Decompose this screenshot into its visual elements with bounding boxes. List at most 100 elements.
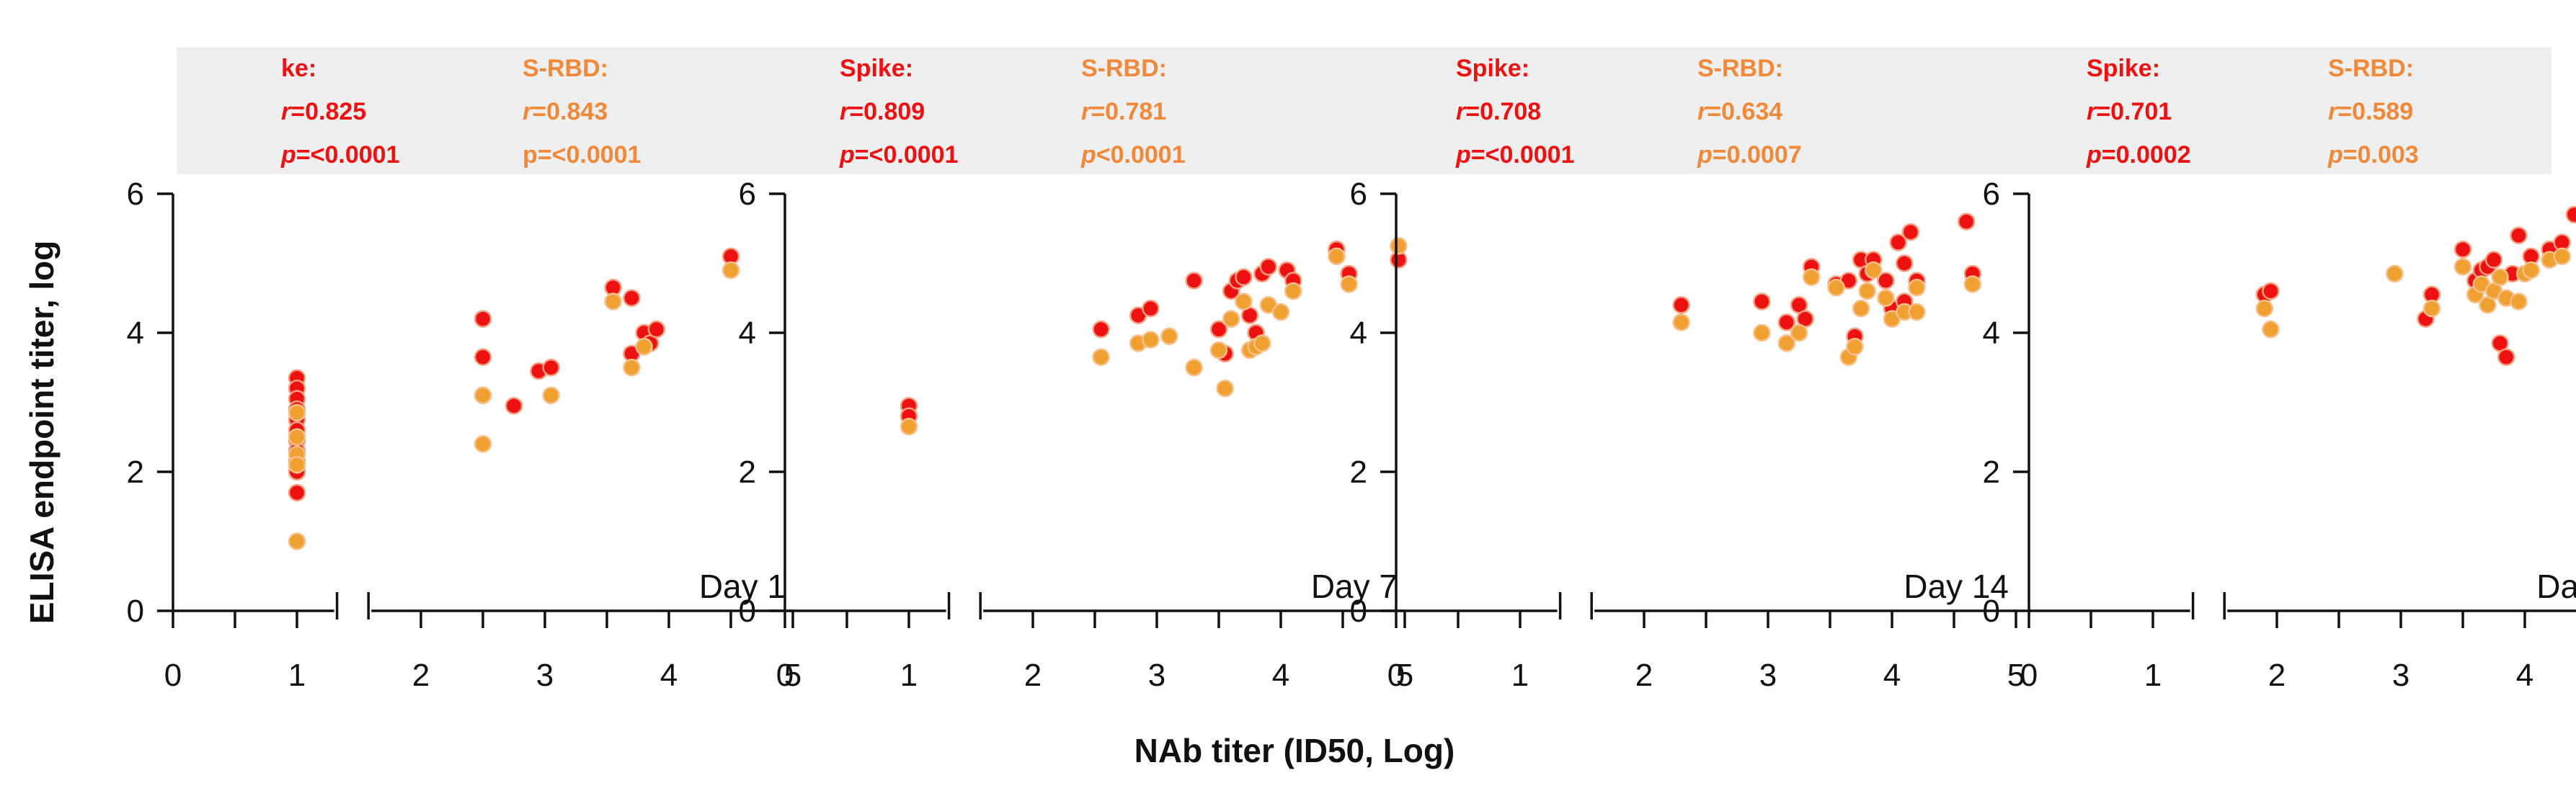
spike-point [2510,226,2528,245]
spike-point [1235,268,1253,287]
rbd-point [2522,261,2540,279]
rbd-point [1827,279,1845,297]
rbd-point [288,456,306,474]
panel-4: Spike: r=0.701 p=0.0002 S-RBD: r=0.589 p=0.00… [1983,55,2576,693]
rbd-point [1908,279,1926,297]
stat-rbd-p: p<0.0001 [1080,141,1186,169]
spike-point [1209,320,1228,339]
rbd-point [1672,313,1690,331]
rbd-point [1209,341,1228,359]
stat-spike-p: p=<0.0001 [280,141,399,169]
rbd-point [623,359,641,377]
spike-point [542,359,560,377]
rbd-point [288,403,306,422]
stat-rbd-r: r=0.781 [1081,98,1166,125]
panel-1: ke: r=0.825 p=<0.0001 S-RBD: r=0.843 p=<0.000… [127,55,802,693]
rbd-point [1390,237,1408,255]
rbd-point [288,428,306,446]
rbd-point [1216,379,1234,398]
rbd-point [2386,264,2404,283]
x-tick-label: 0 [164,658,182,693]
x-tick-label: 2 [1635,658,1653,693]
x-tick-label: 5 [1396,658,1413,693]
y-tick-label: 2 [739,455,756,490]
rbd-point [1802,268,1821,287]
x-tick-label: 4 [1883,658,1901,693]
stat-rbd-r: r=0.843 [523,98,608,125]
x-tick-label: 3 [2392,658,2410,693]
y-tick-label: 4 [127,316,144,351]
spike-point [1889,233,1907,251]
stat-rbd-p: p=<0.0001 [523,141,641,169]
rbd-point [2491,268,2509,287]
panel-2: Spike: r=0.809 p=<0.0001 S-RBD: r=0.781 p<0.0… [739,55,1414,693]
y-axis-title: ELISA endpoint titer, log [23,241,61,624]
rbd-point [2453,258,2472,276]
stat-spike-r: r=0.825 [281,98,366,125]
spike-point [1672,296,1690,314]
rbd-point [1271,303,1290,321]
x-tick-label: 3 [536,658,554,693]
stat-spike-p: p=<0.0001 [839,141,958,169]
spike-point [647,320,666,339]
rbd-point [1858,282,1876,300]
y-tick-label: 4 [1983,316,2000,351]
x-tick-label: 2 [1024,658,1041,693]
stat-rbd-p: p=0.0007 [1697,141,1802,169]
rbd-point [474,386,492,405]
rbd-point [900,418,918,436]
stats-panel-1: ke: r=0.825 p=<0.0001 S-RBD: r=0.843 p=<0.000… [280,55,641,169]
rbd-point [288,532,306,550]
panels: ke: r=0.825 p=<0.0001 S-RBD: r=0.843 p=<0.000… [127,48,2576,693]
spike-point [288,483,306,502]
rbd-point [2422,299,2441,318]
y-tick-label: 6 [127,176,144,212]
spike-point [1753,292,1771,310]
x-tick-label: 1 [1511,658,1529,693]
day-label: Day 7 [1311,568,1398,605]
spike-point [474,310,492,328]
rbd-point [1864,261,1883,279]
stat-spike-p: p=0.0002 [2086,141,2191,169]
x-tick-label: 0 [2020,658,2038,693]
x-tick-label: 5 [784,658,801,693]
rbd-point [1753,323,1771,342]
spike-point [1777,313,1796,331]
x-tick-label: 0 [1387,658,1405,693]
rbd-point [1092,348,1110,367]
rbd-point [2510,292,2528,310]
rbd-point [1222,310,1240,328]
spike-point [1957,212,1976,231]
panel-3: Spike: r=0.708 p=<0.0001 S-RBD: r=0.634 p=0.0… [1350,55,2025,693]
stat-rbd-label: S-RBD: [523,55,608,82]
stats-panel-2: Spike: r=0.809 p=<0.0001 S-RBD: r=0.781 p<0.0… [839,55,1186,169]
stat-rbd-r: r=0.589 [2328,98,2413,125]
rbd-point [1340,275,1358,293]
x-tick-label: 2 [412,658,430,693]
rbd-point [1253,334,1271,352]
day-label: Day 21 [2536,568,2576,605]
rbd-point [604,292,622,310]
stat-spike-label: Spike: [2087,55,2160,82]
rbd-point [2553,247,2571,266]
spike-point [2262,282,2280,300]
x-tick-label: 1 [2144,658,2162,693]
stat-rbd-r: r=0.634 [1697,98,1782,125]
y-tick-label: 0 [739,594,756,629]
spike-point [1901,223,1920,241]
spike-point [2484,251,2503,269]
rbd-point [1877,289,1895,307]
stats-panel-3: Spike: r=0.708 p=<0.0001 S-RBD: r=0.634 p=0.0… [1455,55,1802,169]
x-axis-title: NAb titer (ID50, Log) [1134,732,1455,769]
x-tick-label: 4 [2516,658,2533,693]
stat-rbd-label: S-RBD: [1697,55,1783,82]
spike-point [1259,258,1278,276]
x-tick-label: 4 [1272,658,1289,693]
spike-point [505,397,523,415]
stat-spike-label: Spike: [840,55,913,82]
spike-point [2497,348,2515,367]
rbd-point [1185,359,1203,377]
y-tick-label: 6 [1983,176,2000,212]
y-tick-label: 2 [127,455,144,490]
